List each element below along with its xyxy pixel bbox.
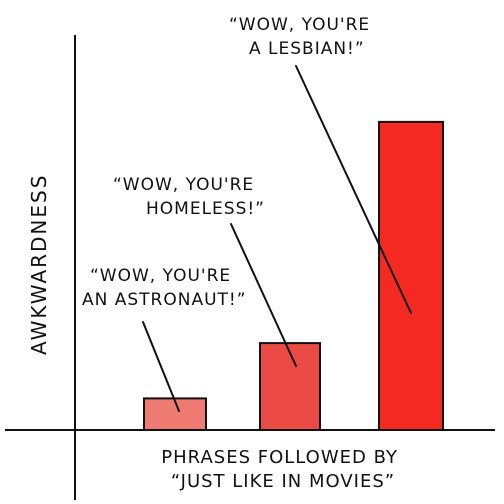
- annotation-pointers: [142, 65, 412, 412]
- y-axis-label: AWKWARDNESS: [27, 174, 51, 355]
- annotation-homeless: “WOW, YOU'RE HOMELESS!”: [113, 175, 265, 219]
- annotation-astronaut: “WOW, YOU'RE AN ASTRONAUT!”: [82, 266, 247, 310]
- pointer-homeless: [230, 223, 297, 367]
- bar-homeless: [259, 342, 321, 432]
- bars: [143, 120, 444, 432]
- annotation-lesbian: “WOW, YOU'RE A LESBIAN!”: [229, 15, 377, 59]
- pointer-lesbian: [295, 65, 412, 314]
- bar-lesbian: [378, 120, 444, 432]
- x-axis-label: PHRASES FOLLOWED BY “JUST LIKE IN MOVIES…: [161, 447, 404, 492]
- pointer-astronaut: [142, 321, 180, 412]
